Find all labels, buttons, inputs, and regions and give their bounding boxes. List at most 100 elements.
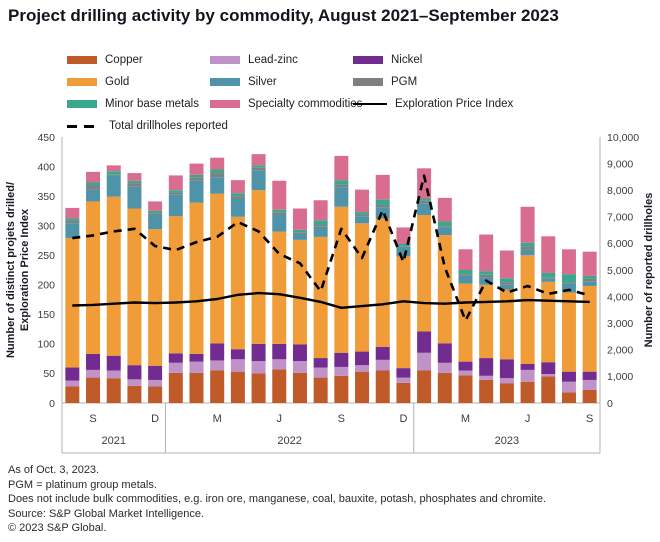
footnote-pgm: PGM = platinum group metals. [8,478,157,491]
legend-label: PGM [391,76,418,88]
exploration-price-index-line [72,291,590,310]
legend-swatch [210,78,240,86]
bar-segment [541,272,556,278]
bar-segment [499,278,514,283]
bar-segment [189,202,204,354]
left-axis-ticks: 0 50 100 150 200 250 300 350 400 450 [37,132,55,410]
bar-segment [148,210,163,214]
bar-segment [458,375,473,403]
bar-segment [520,381,535,403]
bar-jun-2023 [520,206,535,403]
bar-segment [148,201,163,211]
bar-segment [499,282,514,285]
bar-segment [313,358,328,368]
bar-segment [230,180,245,194]
legend-item-total-drillholes-reported: Total drillholes reported [67,115,228,137]
bar-segment [251,154,266,166]
bar-segment [458,249,473,270]
footnotes: As of Oct. 3, 2023. PGM = platinum group… [8,463,546,536]
legend-item-gold: Gold [67,71,210,93]
x-axis-labels: S D M J S D M J S 2021 2022 2023 [89,413,593,447]
bar-segment [313,200,328,221]
bar-segment [417,198,432,201]
bar-segment [189,180,204,203]
bar-segment [375,359,390,371]
bar-segment [230,349,245,360]
bar-segment [561,249,576,275]
footnote-source: Source: S&P Global Market Intelligence. [8,507,205,520]
legend-label: Gold [105,76,130,88]
bar-segment [479,358,494,376]
bar-segment [106,175,121,197]
bar-segment [86,369,101,378]
bar-segment [230,196,245,199]
svg-text:D: D [399,413,407,425]
svg-text:M: M [461,413,470,425]
bar-segment [86,182,101,186]
bar-segment [437,221,452,227]
bar-segment [355,223,370,352]
bar-segment [541,376,556,403]
bar-segment [251,373,266,403]
bar-segment [520,249,535,256]
svg-text:M: M [213,413,222,425]
svg-text:D: D [151,413,159,425]
bar-segment [561,283,576,293]
svg-text:450: 450 [37,132,55,144]
bar-segment [375,346,390,360]
legend-item-lead-zinc: Lead-zinc [210,49,353,71]
bar-oct-2022 [355,189,370,403]
bar-segment [148,215,163,230]
legend-swatch [210,56,240,64]
legend-swatch [67,56,97,64]
bar-segment [272,209,287,213]
bar-segment [499,383,514,403]
legend-label: Minor base metals [105,98,199,110]
axis-title: Number of reported drillholes [643,193,655,348]
dashed-line-swatch [67,124,101,128]
axis-title: Number of distinct projets drilled/ [5,182,17,358]
bar-may-2023 [499,250,514,403]
svg-text:J: J [525,413,531,425]
bar-segment [210,157,225,170]
year-label: 2022 [277,435,301,447]
svg-text:5,000: 5,000 [607,265,633,277]
bar-jul-2023 [541,236,556,403]
legend-item-copper: Copper [67,49,210,71]
footnote-exclusions: Does not include bulk commodities, e.g. … [8,493,547,506]
bar-sep-2023 [582,251,597,403]
bar-segment [127,180,142,184]
bar-segment [541,374,556,377]
bar-segment [292,233,307,240]
bar-segment [210,177,225,194]
bar-segment [479,375,494,380]
legend-label: Nickel [391,54,423,66]
bar-segment [479,271,494,275]
bar-segment [334,155,349,181]
legend-item-minor-base-metals: Minor base metals [67,93,210,115]
bar-segment [458,275,473,284]
bar-segment [582,389,597,403]
bar-segment [375,174,390,200]
year-label: 2023 [495,435,519,447]
bar-sep-2022 [334,155,349,403]
legend-label: Copper [105,54,143,66]
bar-may-2022 [251,154,266,403]
bar-segment [86,201,101,354]
svg-text:3,000: 3,000 [607,318,633,330]
footnote-as-of: As of Oct. 3, 2023. [8,464,100,476]
bar-segment [210,370,225,403]
bar-segment [168,353,183,363]
bar-segment [561,282,576,284]
svg-text:350: 350 [37,191,55,203]
bar-segment [292,361,307,373]
bar-feb-2022 [189,163,204,403]
bar-segment [106,370,121,379]
bar-segment [168,372,183,403]
bar-segment [499,284,514,290]
bar-segment [334,375,349,403]
bar-segment [520,246,535,250]
bar-segment [437,343,452,363]
bar-segment [86,171,101,183]
bar-segment [541,277,556,279]
